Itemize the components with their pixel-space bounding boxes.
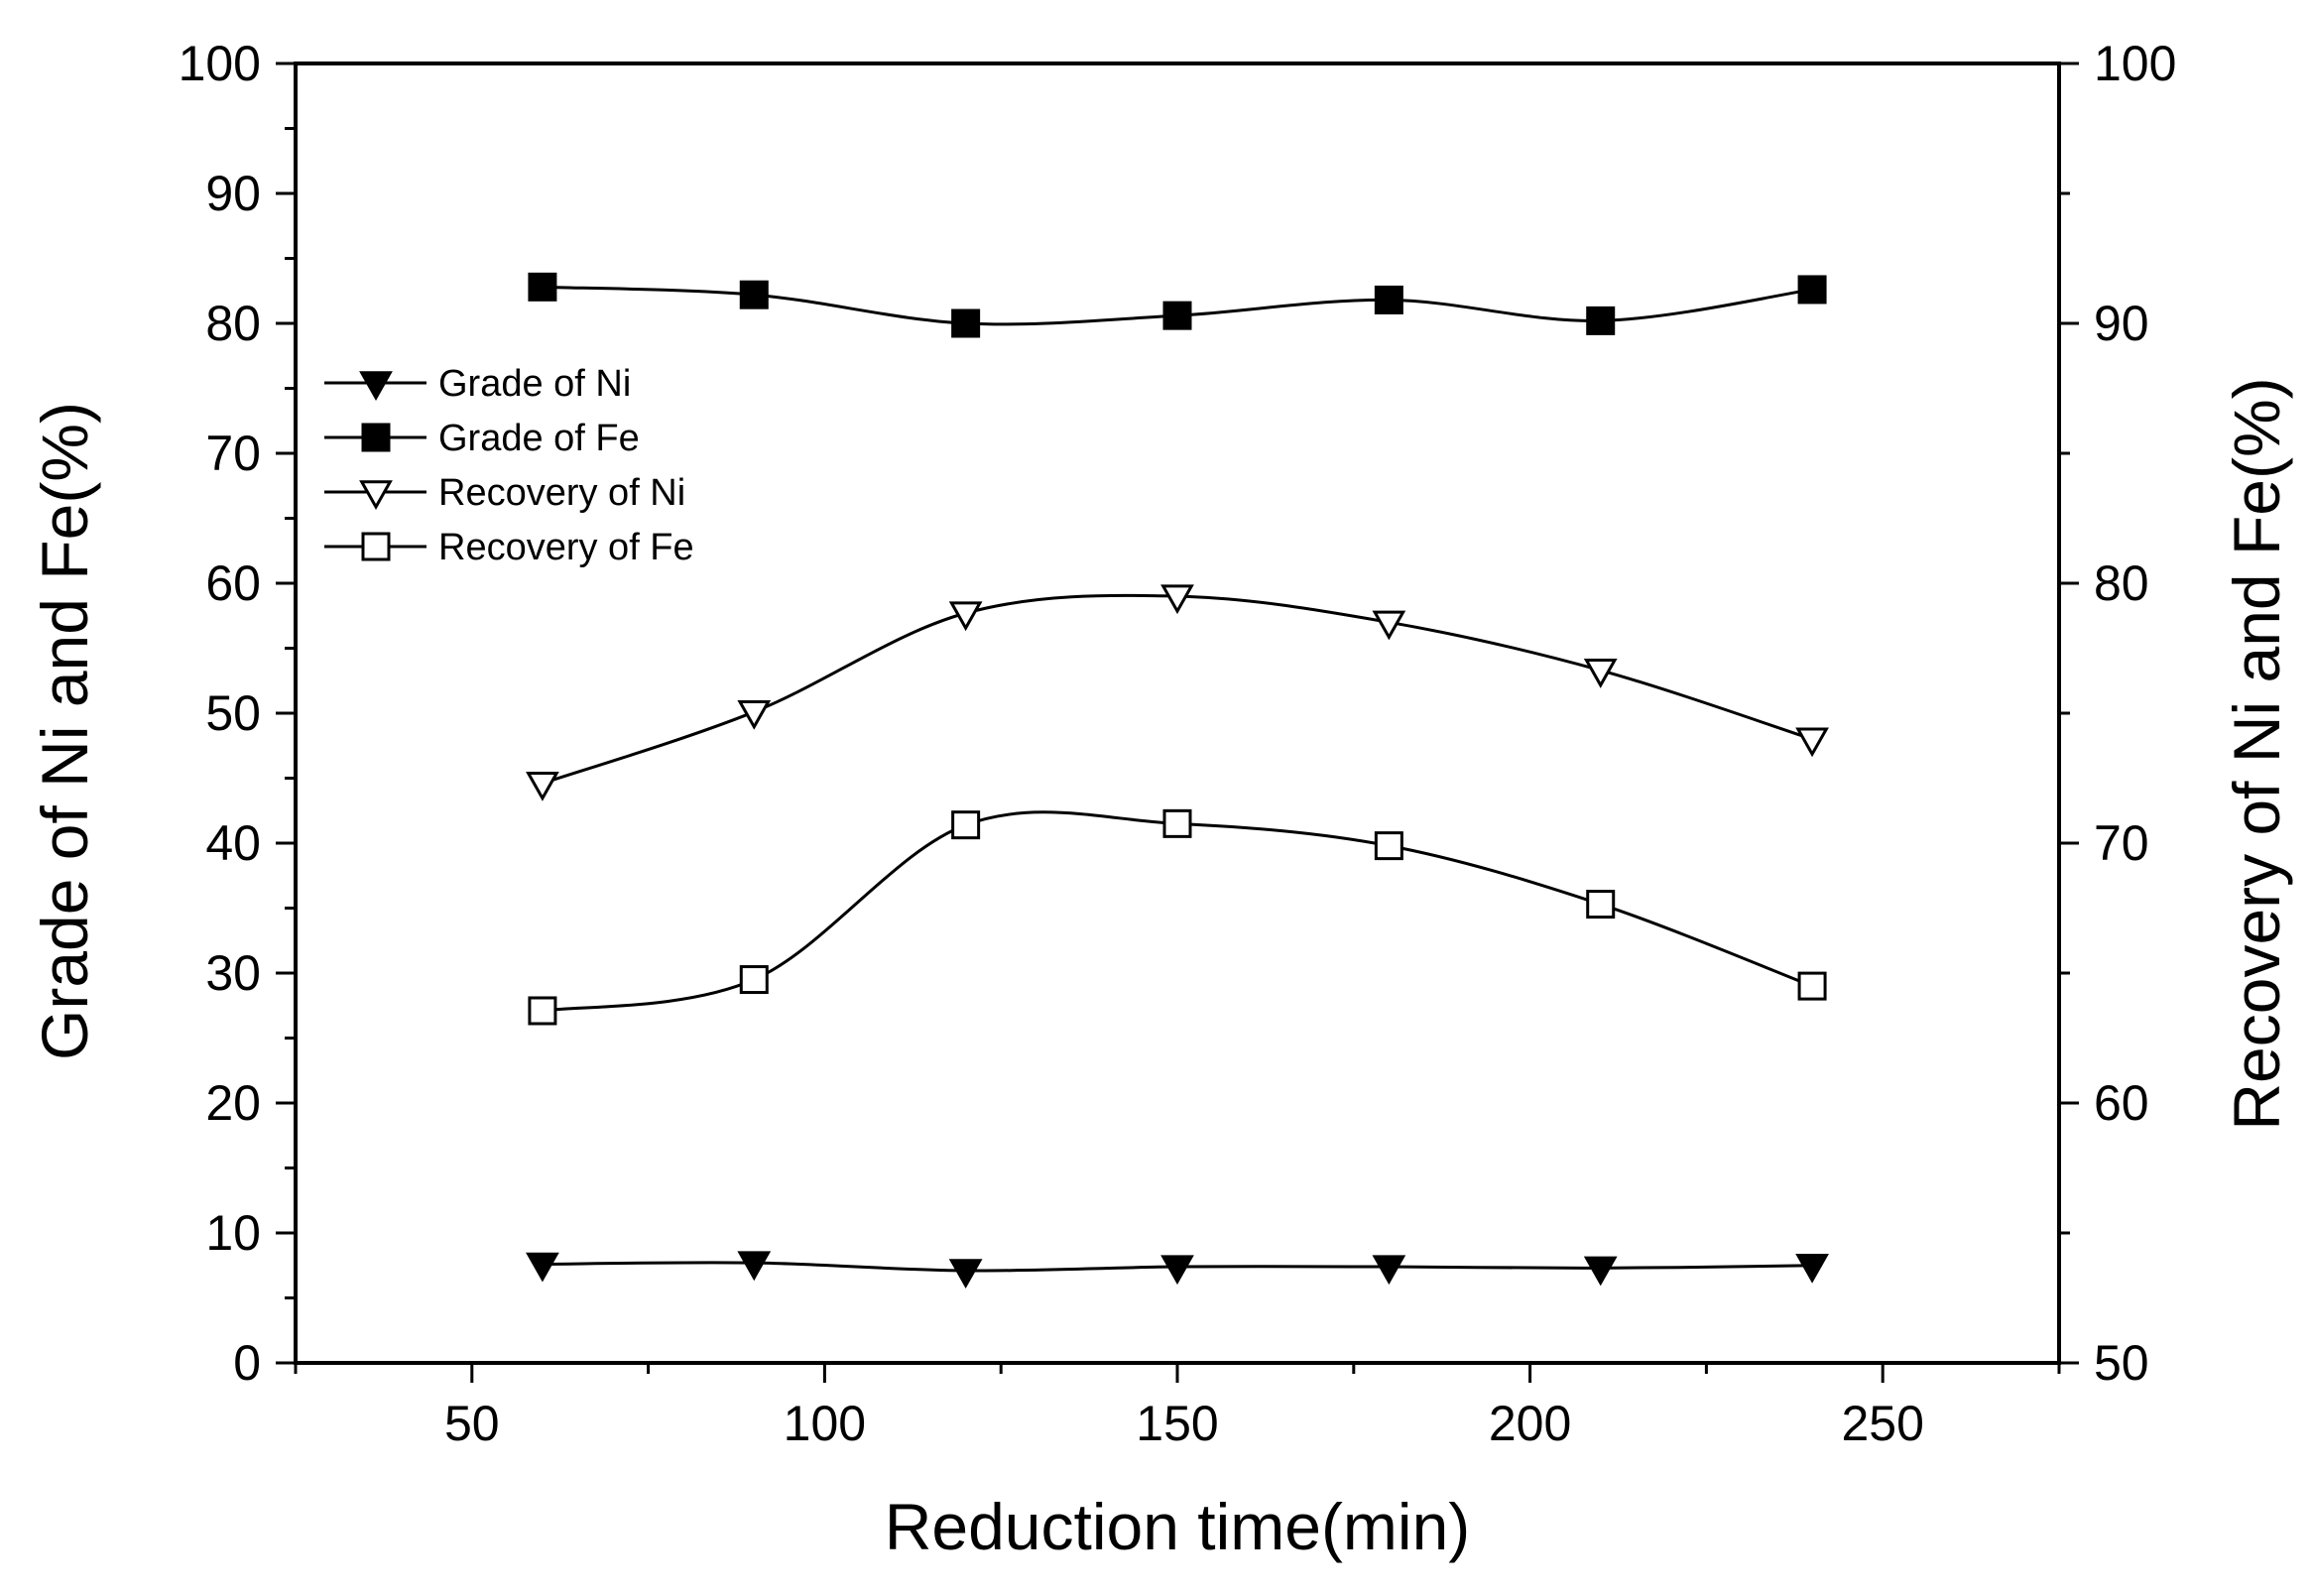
ticks-layer: 50 100 150 200 250 0 10 20 30 40 50 60 70 80 90 100 50 60… — [179, 36, 2177, 1451]
right-y-axis-title: Recovery of Ni and Fe(%) — [2220, 377, 2293, 1130]
data-point-recovery-of-fe — [1586, 890, 1616, 920]
x-tick-label: 100 — [784, 1396, 866, 1451]
data-point-grade-of-fe — [1162, 301, 1192, 330]
data-point-grade-of-fe — [951, 308, 981, 338]
left-y-tick-label: 70 — [205, 426, 261, 481]
legend-label-recovery-of-fe: Recovery of Fe — [438, 527, 694, 568]
left-y-tick-label: 60 — [205, 555, 261, 611]
series-recovery-of-fe — [528, 808, 1827, 1026]
left-y-tick-label: 50 — [205, 685, 261, 741]
data-point-recovery-of-fe — [739, 965, 769, 995]
data-point-recovery-of-fe — [951, 810, 981, 840]
data-point-grade-of-ni — [1160, 1255, 1194, 1286]
data-point-recovery-of-ni — [1583, 659, 1618, 688]
legend-label-grade-of-fe: Grade of Fe — [438, 418, 640, 459]
series-line-recovery-of-ni — [542, 593, 1813, 786]
series-line-recovery-of-fe — [542, 810, 1813, 1013]
data-point-recovery-of-ni — [1372, 610, 1406, 641]
legend-label-recovery-of-ni: Recovery of Ni — [438, 472, 685, 514]
axes-layer — [294, 61, 2061, 1365]
plot-frame — [294, 61, 2061, 1365]
left-y-tick-label: 20 — [205, 1075, 261, 1131]
legend-marker-recovery-of-fe — [361, 532, 391, 561]
data-point-grade-of-ni — [948, 1259, 983, 1289]
x-axis-title: Reduction time(min) — [885, 1490, 1471, 1563]
legend-item-grade-of-ni: Grade of Ni — [324, 363, 631, 405]
data-point-grade-of-ni — [737, 1251, 772, 1282]
legend-item-grade-of-fe: Grade of Fe — [324, 418, 640, 459]
x-tick-label: 250 — [1841, 1396, 1923, 1451]
right-y-tick-label: 90 — [2094, 296, 2149, 351]
left-y-tick-label: 30 — [205, 945, 261, 1001]
data-point-grade-of-ni — [1372, 1255, 1406, 1286]
x-tick-label: 50 — [444, 1396, 500, 1451]
right-y-tick-label: 60 — [2094, 1075, 2149, 1131]
left-y-tick-label: 80 — [205, 296, 261, 351]
data-point-recovery-of-ni — [737, 699, 772, 730]
data-point-recovery-of-fe — [1374, 831, 1403, 861]
legend-item-recovery-of-fe: Recovery of Fe — [324, 527, 694, 568]
series-layer — [526, 272, 1829, 1289]
data-point-recovery-of-ni — [1160, 584, 1194, 615]
data-point-grade-of-fe — [739, 280, 769, 309]
data-point-recovery-of-ni — [1795, 727, 1829, 758]
legend-marker-grade-of-fe — [361, 423, 391, 452]
right-y-tick-label: 100 — [2094, 36, 2176, 91]
data-point-recovery-of-fe — [1162, 808, 1192, 838]
left-y-tick-label: 10 — [205, 1205, 261, 1261]
left-y-tick-label: 90 — [205, 166, 261, 221]
data-point-grade-of-fe — [528, 272, 557, 302]
legend-marker-recovery-of-ni — [359, 480, 393, 511]
x-tick-label: 200 — [1489, 1396, 1571, 1451]
data-point-recovery-of-ni — [526, 772, 559, 801]
x-tick-label: 150 — [1136, 1396, 1218, 1451]
data-point-recovery-of-fe — [528, 996, 557, 1026]
legend-marker-grade-of-ni — [359, 371, 393, 402]
right-y-tick-label: 50 — [2094, 1335, 2149, 1391]
legend-label-grade-of-ni: Grade of Ni — [438, 363, 631, 405]
data-point-grade-of-fe — [1586, 306, 1616, 335]
series-grade-of-fe — [528, 272, 1827, 338]
series-grade-of-ni — [526, 1251, 1829, 1289]
data-point-grade-of-fe — [1797, 275, 1827, 305]
data-point-grade-of-ni — [526, 1252, 559, 1283]
right-y-tick-label: 70 — [2094, 815, 2149, 871]
data-point-grade-of-ni — [1583, 1256, 1618, 1287]
right-y-tick-label: 80 — [2094, 555, 2149, 611]
data-point-recovery-of-ni — [948, 601, 983, 632]
left-y-tick-label: 100 — [179, 36, 261, 91]
data-point-grade-of-fe — [1374, 285, 1403, 314]
series-recovery-of-ni — [526, 584, 1829, 801]
data-point-grade-of-ni — [1795, 1254, 1829, 1284]
left-y-axis-title: Grade of Ni and Fe(%) — [28, 402, 101, 1060]
left-y-tick-label: 40 — [205, 815, 261, 871]
data-point-recovery-of-fe — [1797, 971, 1827, 1001]
legend-item-recovery-of-ni: Recovery of Ni — [324, 472, 685, 514]
legend: Grade of Ni Grade of Fe Recovery of Ni Reco… — [324, 363, 694, 568]
left-y-tick-label: 0 — [233, 1335, 261, 1391]
